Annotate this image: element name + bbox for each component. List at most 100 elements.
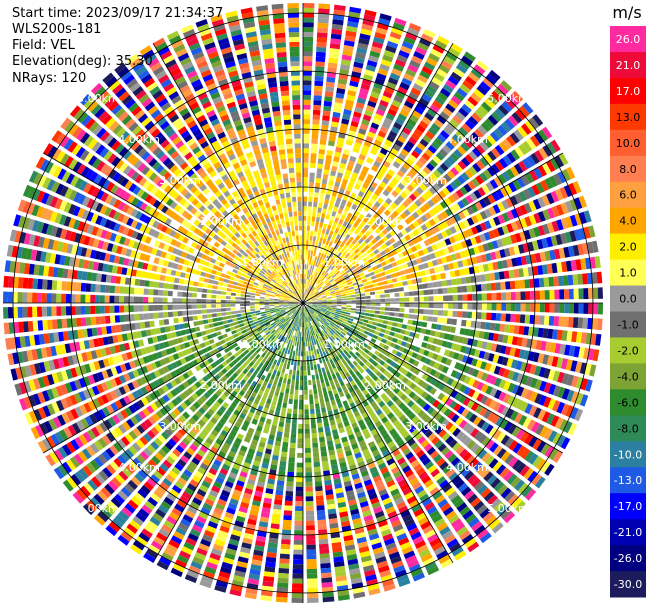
ppi-gate-cell: [110, 497, 122, 508]
ppi-gate-cell: [382, 320, 389, 325]
ppi-gate-cell: [337, 335, 343, 341]
ppi-gate-cell: [400, 483, 410, 492]
ppi-gate-cell: [436, 115, 447, 125]
ppi-gate-cell: [340, 158, 348, 165]
ppi-gate-cell: [373, 475, 382, 483]
ppi-gate-cell: [516, 445, 527, 457]
ppi-gate-cell: [137, 488, 148, 499]
ppi-gate-cell: [437, 223, 445, 231]
ppi-gate-cell: [187, 483, 197, 492]
ppi-gate-cell: [387, 412, 395, 420]
ppi-gate-cell: [537, 225, 546, 236]
ppi-gate-cell: [361, 299, 366, 303]
ppi-gate-cell: [404, 100, 414, 109]
ppi-gate-cell: [330, 280, 336, 285]
ppi-gate-cell: [333, 261, 339, 267]
ppi-gate-cell: [430, 141, 440, 151]
ppi-gate-cell: [441, 432, 451, 442]
ppi-gate-cell: [518, 191, 527, 202]
ppi-gate-cell: [362, 560, 374, 568]
ppi-gate-cell: [332, 248, 337, 254]
ppi-gate-cell: [236, 454, 244, 462]
ppi-gate-cell: [158, 504, 169, 514]
ppi-gate-cell: [324, 272, 329, 278]
ppi-gate-cell: [379, 181, 387, 189]
ppi-gate-cell: [326, 333, 331, 338]
ppi-gate-cell: [343, 327, 350, 332]
ppi-gate-cell: [264, 354, 269, 360]
ppi-gate-cell: [398, 313, 405, 318]
ppi-gate-cell: [328, 286, 333, 290]
ppi-gate-cell: [383, 396, 391, 404]
ppi-gate-cell: [340, 59, 351, 66]
ppi-gate-cell: [298, 322, 300, 327]
ppi-gate-cell: [365, 303, 371, 306]
ppi-gate-cell: [374, 314, 380, 318]
ppi-gate-cell: [325, 401, 331, 407]
ppi-gate-cell: [324, 376, 329, 383]
ppi-gate-cell: [439, 332, 445, 339]
ppi-gate-cell: [341, 153, 349, 160]
ppi-gate-cell: [297, 326, 300, 332]
ppi-gate-cell: [408, 357, 416, 365]
ppi-gate-cell: [376, 346, 383, 352]
ppi-gate-cell: [292, 370, 296, 376]
ppi-gate-cell: [421, 457, 431, 466]
ppi-gate-cell: [303, 336, 305, 342]
ppi-gate-cell: [278, 568, 290, 574]
ppi-gate-cell: [513, 129, 524, 141]
ppi-gate-cell: [331, 319, 337, 324]
ppi-gate-cell: [327, 284, 333, 289]
ppi-gate-cell: [352, 366, 358, 373]
ppi-gate-cell: [420, 214, 428, 223]
ppi-gate-cell: [288, 374, 292, 380]
ppi-gate-cell: [418, 471, 429, 480]
ppi-gate-cell: [447, 310, 453, 317]
ppi-gate-cell: [322, 238, 327, 244]
ppi-gate-cell: [314, 85, 323, 91]
ppi-gate-cell: [424, 221, 432, 229]
ppi-gate-cell: [346, 339, 352, 345]
ppi-gate-cell: [279, 323, 284, 329]
ppi-gate-cell: [265, 337, 271, 343]
ppi-gate-cell: [143, 481, 154, 491]
ppi-gate-cell: [530, 290, 536, 300]
ppi-gate-cell: [387, 263, 393, 269]
ppi-gate-cell: [385, 388, 392, 396]
ppi-gate-cell: [330, 195, 336, 202]
ppi-gate-cell: [201, 415, 209, 424]
ppi-gate-cell: [231, 493, 241, 501]
ppi-gate-cell: [85, 445, 96, 457]
ppi-gate-cell: [381, 121, 391, 130]
ppi-gate-cell: [409, 382, 417, 390]
ppi-gate-cell: [490, 343, 498, 352]
ppi-gate-cell: [303, 356, 306, 362]
ppi-gate-cell: [102, 467, 113, 478]
ppi-gate-cell: [270, 464, 278, 471]
ppi-gate-cell: [288, 312, 293, 317]
ppi-gate-cell: [352, 587, 365, 594]
ppi-gate-cell: [256, 342, 262, 348]
ppi-gate-cell: [298, 404, 303, 410]
ppi-gate-cell: [259, 344, 265, 350]
ppi-gate-cell: [560, 202, 569, 215]
ppi-gate-cell: [206, 494, 217, 502]
ppi-gate-cell: [433, 454, 443, 463]
ppi-gate-cell: [303, 157, 309, 163]
ppi-gate-cell: [349, 219, 355, 226]
ppi-gate-cell: [335, 310, 341, 313]
ppi-gate-cell: [344, 314, 350, 318]
ppi-gate-cell: [491, 111, 502, 123]
ppi-gate-cell: [543, 396, 552, 408]
ppi-gate-cell: [312, 313, 317, 318]
ppi-gate-cell: [286, 310, 291, 314]
ppi-gate-cell: [522, 158, 532, 170]
ppi-gate-cell: [337, 402, 343, 409]
ppi-gate-cell: [277, 381, 282, 388]
ppi-gate-cell: [247, 411, 254, 418]
ppi-gate-cell: [250, 335, 256, 340]
ppi-gate-cell: [328, 241, 333, 247]
ppi-gate-cell: [414, 106, 425, 115]
ppi-gate-cell: [332, 351, 338, 357]
ppi-gate-cell: [314, 354, 318, 360]
